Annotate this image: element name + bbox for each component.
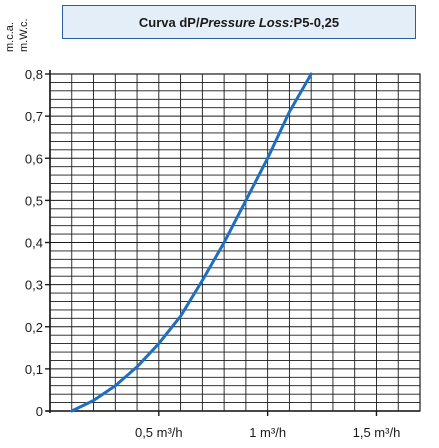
y-tick-label: 0 — [36, 404, 43, 419]
y-tick-label: 0,2 — [25, 320, 43, 335]
y-tick-label: 0,4 — [25, 236, 43, 251]
x-tick-label: 0,5 m³/h — [135, 425, 183, 440]
y-tick-label: 0,8 — [25, 67, 43, 82]
chart-title-italic: Pressure Loss: — [199, 14, 294, 30]
y-tick-label: 0,7 — [25, 109, 43, 124]
y-tick-label: 0,3 — [25, 278, 43, 293]
x-tick-label: 1,5 m³/h — [353, 425, 401, 440]
chart-title-box: Curva dP/Pressure Loss: P5-0,25 — [62, 5, 416, 39]
y-tick-label: 0,1 — [25, 362, 43, 377]
chart-title-prefix: Curva dP/ — [138, 14, 200, 30]
y-tick-label: 0,6 — [25, 151, 43, 166]
pressure-loss-curve — [70, 72, 313, 413]
x-tick-label: 1 m³/h — [249, 425, 286, 440]
chart-title-suffix: P5-0,25 — [293, 14, 340, 30]
y-tick-label: 0,5 — [25, 193, 43, 208]
